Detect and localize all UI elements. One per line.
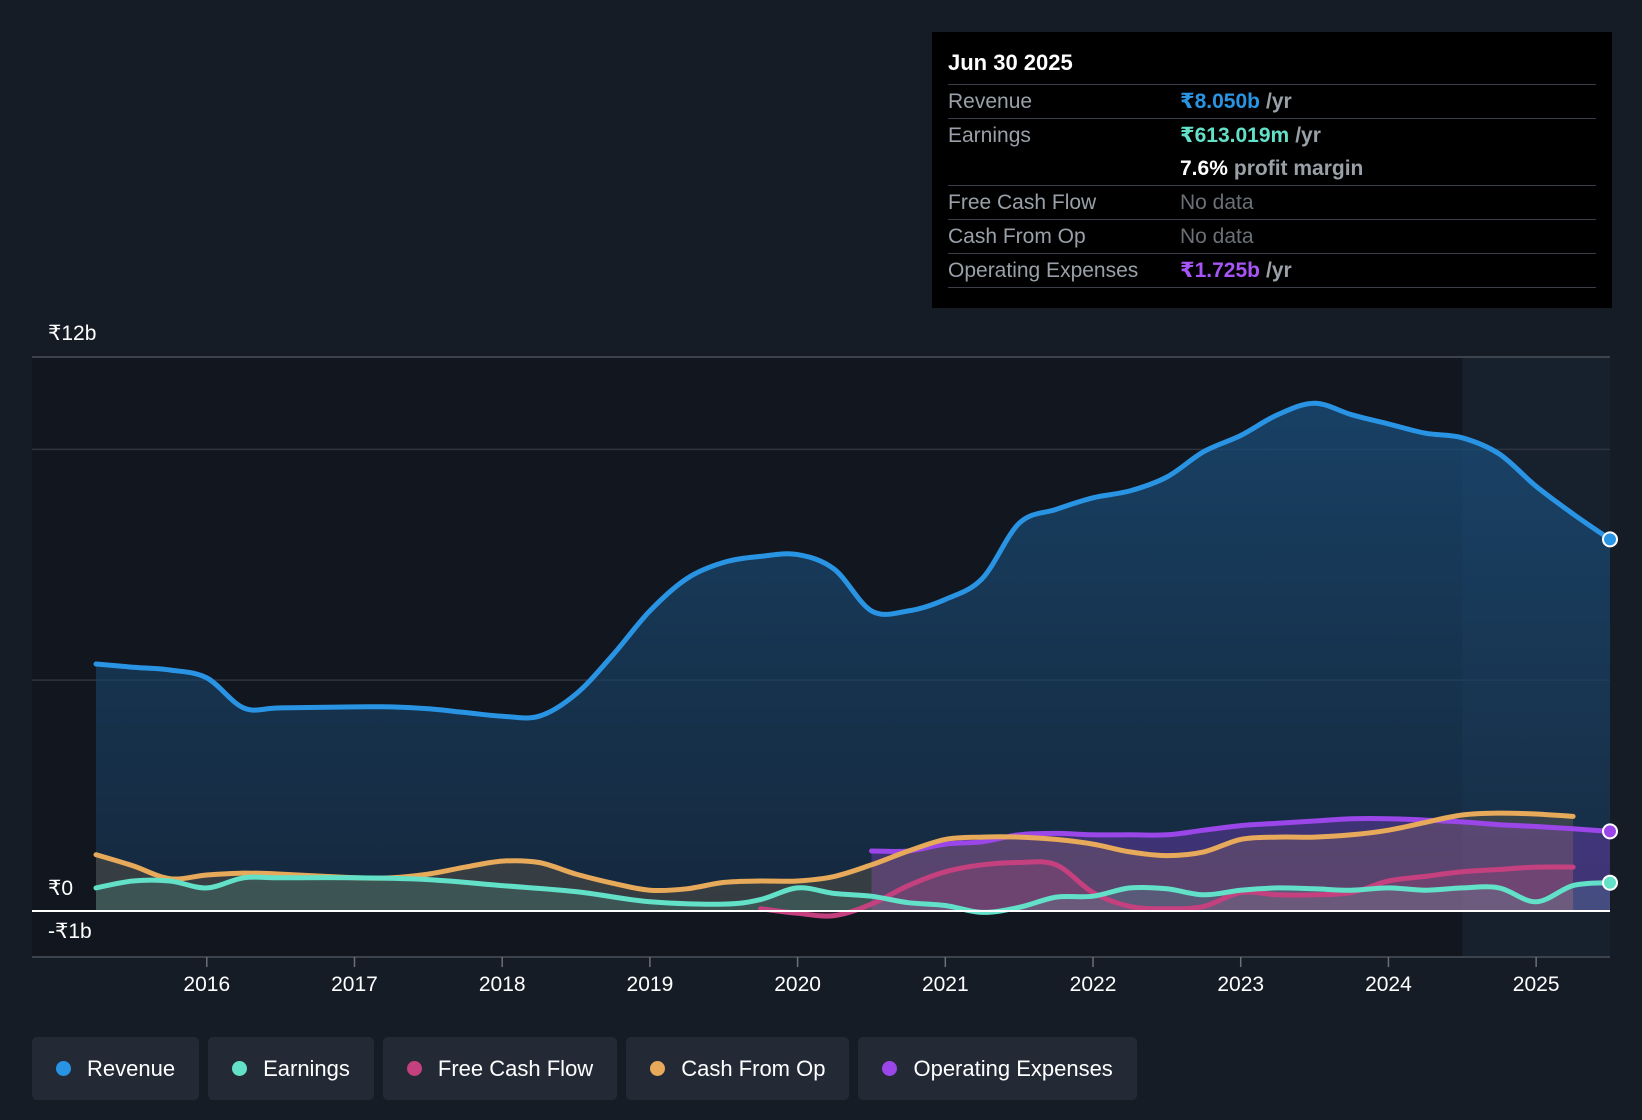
x-tick-label: 2023 bbox=[1217, 973, 1264, 996]
tooltip-row-fcf: Free Cash Flow No data bbox=[948, 185, 1596, 219]
y-tick-label: ₹0 bbox=[48, 877, 73, 900]
legend-label: Revenue bbox=[87, 1055, 176, 1081]
x-tick-label: 2025 bbox=[1513, 973, 1560, 996]
tooltip-date: Jun 30 2025 bbox=[948, 50, 1073, 75]
x-tick-label: 2016 bbox=[183, 973, 230, 996]
tooltip-value-opex: ₹1.725b bbox=[1180, 259, 1260, 282]
y-tick-label: ₹12b bbox=[48, 322, 96, 345]
y-tick-label: -₹1b bbox=[48, 920, 92, 943]
legend-label: Earnings bbox=[263, 1055, 350, 1081]
operating-expenses-end-marker[interactable] bbox=[1602, 823, 1618, 840]
tooltip-label: Free Cash Flow bbox=[948, 190, 1097, 214]
revenue-area bbox=[96, 403, 1610, 911]
x-tick-label: 2024 bbox=[1365, 973, 1412, 996]
tooltip-row-revenue: Revenue ₹8.050b /yr bbox=[948, 84, 1596, 118]
legend-item-operating-expenses[interactable]: Operating Expenses bbox=[858, 1037, 1137, 1100]
tooltip-unit: /yr bbox=[1266, 89, 1292, 113]
legend-item-free-cash-flow[interactable]: Free Cash Flow bbox=[382, 1037, 618, 1100]
profit-margin-value: 7.6% bbox=[1180, 156, 1228, 180]
x-tick-label: 2018 bbox=[479, 973, 526, 996]
free-cash-flow-line bbox=[758, 859, 1576, 919]
profit-margin-label: profit margin bbox=[1233, 156, 1364, 180]
earnings-end-marker[interactable] bbox=[1602, 874, 1618, 891]
tooltip-value-cfo: No data bbox=[1180, 224, 1254, 248]
earnings-line bbox=[93, 874, 1613, 915]
tooltip-row-margin: 7.6% profit margin bbox=[948, 152, 1596, 185]
legend-dot-icon bbox=[650, 1061, 666, 1076]
tooltip-label: Earnings bbox=[948, 123, 1031, 147]
legend: Revenue Earnings Free Cash Flow Cash Fro… bbox=[32, 1037, 1137, 1100]
x-tick-label: 2021 bbox=[922, 973, 969, 996]
tooltip-label: Operating Expenses bbox=[948, 258, 1139, 282]
x-tick-label: 2017 bbox=[331, 973, 378, 996]
x-tick-label: 2019 bbox=[627, 973, 674, 996]
legend-dot-icon bbox=[232, 1061, 248, 1076]
cash-from-op-area bbox=[96, 813, 1574, 911]
legend-dot-icon bbox=[882, 1061, 898, 1076]
tooltip-value-revenue: ₹8.050b bbox=[1180, 90, 1260, 113]
legend-label: Cash From Op bbox=[681, 1055, 826, 1081]
tooltip-row-opex: Operating Expenses ₹1.725b /yr bbox=[948, 253, 1596, 287]
revenue-line bbox=[93, 400, 1613, 721]
earnings-area bbox=[96, 877, 1610, 913]
x-tick-label: 2022 bbox=[1070, 973, 1117, 996]
legend-label: Operating Expenses bbox=[913, 1055, 1113, 1081]
legend-dot-icon bbox=[56, 1061, 71, 1076]
tooltip-value-earnings: ₹613.019m bbox=[1180, 124, 1290, 147]
tooltip-label: Revenue bbox=[948, 89, 1033, 113]
legend-item-revenue[interactable]: Revenue bbox=[32, 1037, 200, 1100]
revenue-end-marker[interactable] bbox=[1602, 531, 1618, 548]
free-cash-flow-area bbox=[760, 861, 1574, 917]
tooltip-unit: /yr bbox=[1295, 123, 1321, 147]
x-tick-label: 2020 bbox=[774, 973, 821, 996]
legend-dot-icon bbox=[406, 1061, 422, 1076]
tooltip-divider bbox=[948, 287, 1596, 288]
legend-item-earnings[interactable]: Earnings bbox=[208, 1037, 374, 1100]
tooltip-label: Cash From Op bbox=[948, 224, 1086, 248]
tooltip-row-earnings: Earnings ₹613.019m /yr bbox=[948, 118, 1596, 152]
legend-label: Free Cash Flow bbox=[437, 1055, 594, 1081]
legend-item-cash-from-op[interactable]: Cash From Op bbox=[626, 1037, 850, 1100]
tooltip-row-cfo: Cash From Op No data bbox=[948, 219, 1596, 253]
tooltip-unit: /yr bbox=[1266, 258, 1292, 282]
operating-expenses-line bbox=[869, 815, 1613, 854]
tooltip-value-fcf: No data bbox=[1180, 190, 1254, 214]
tooltip-panel: Jun 30 2025 Revenue ₹8.050b /yr Earnings… bbox=[932, 32, 1612, 308]
